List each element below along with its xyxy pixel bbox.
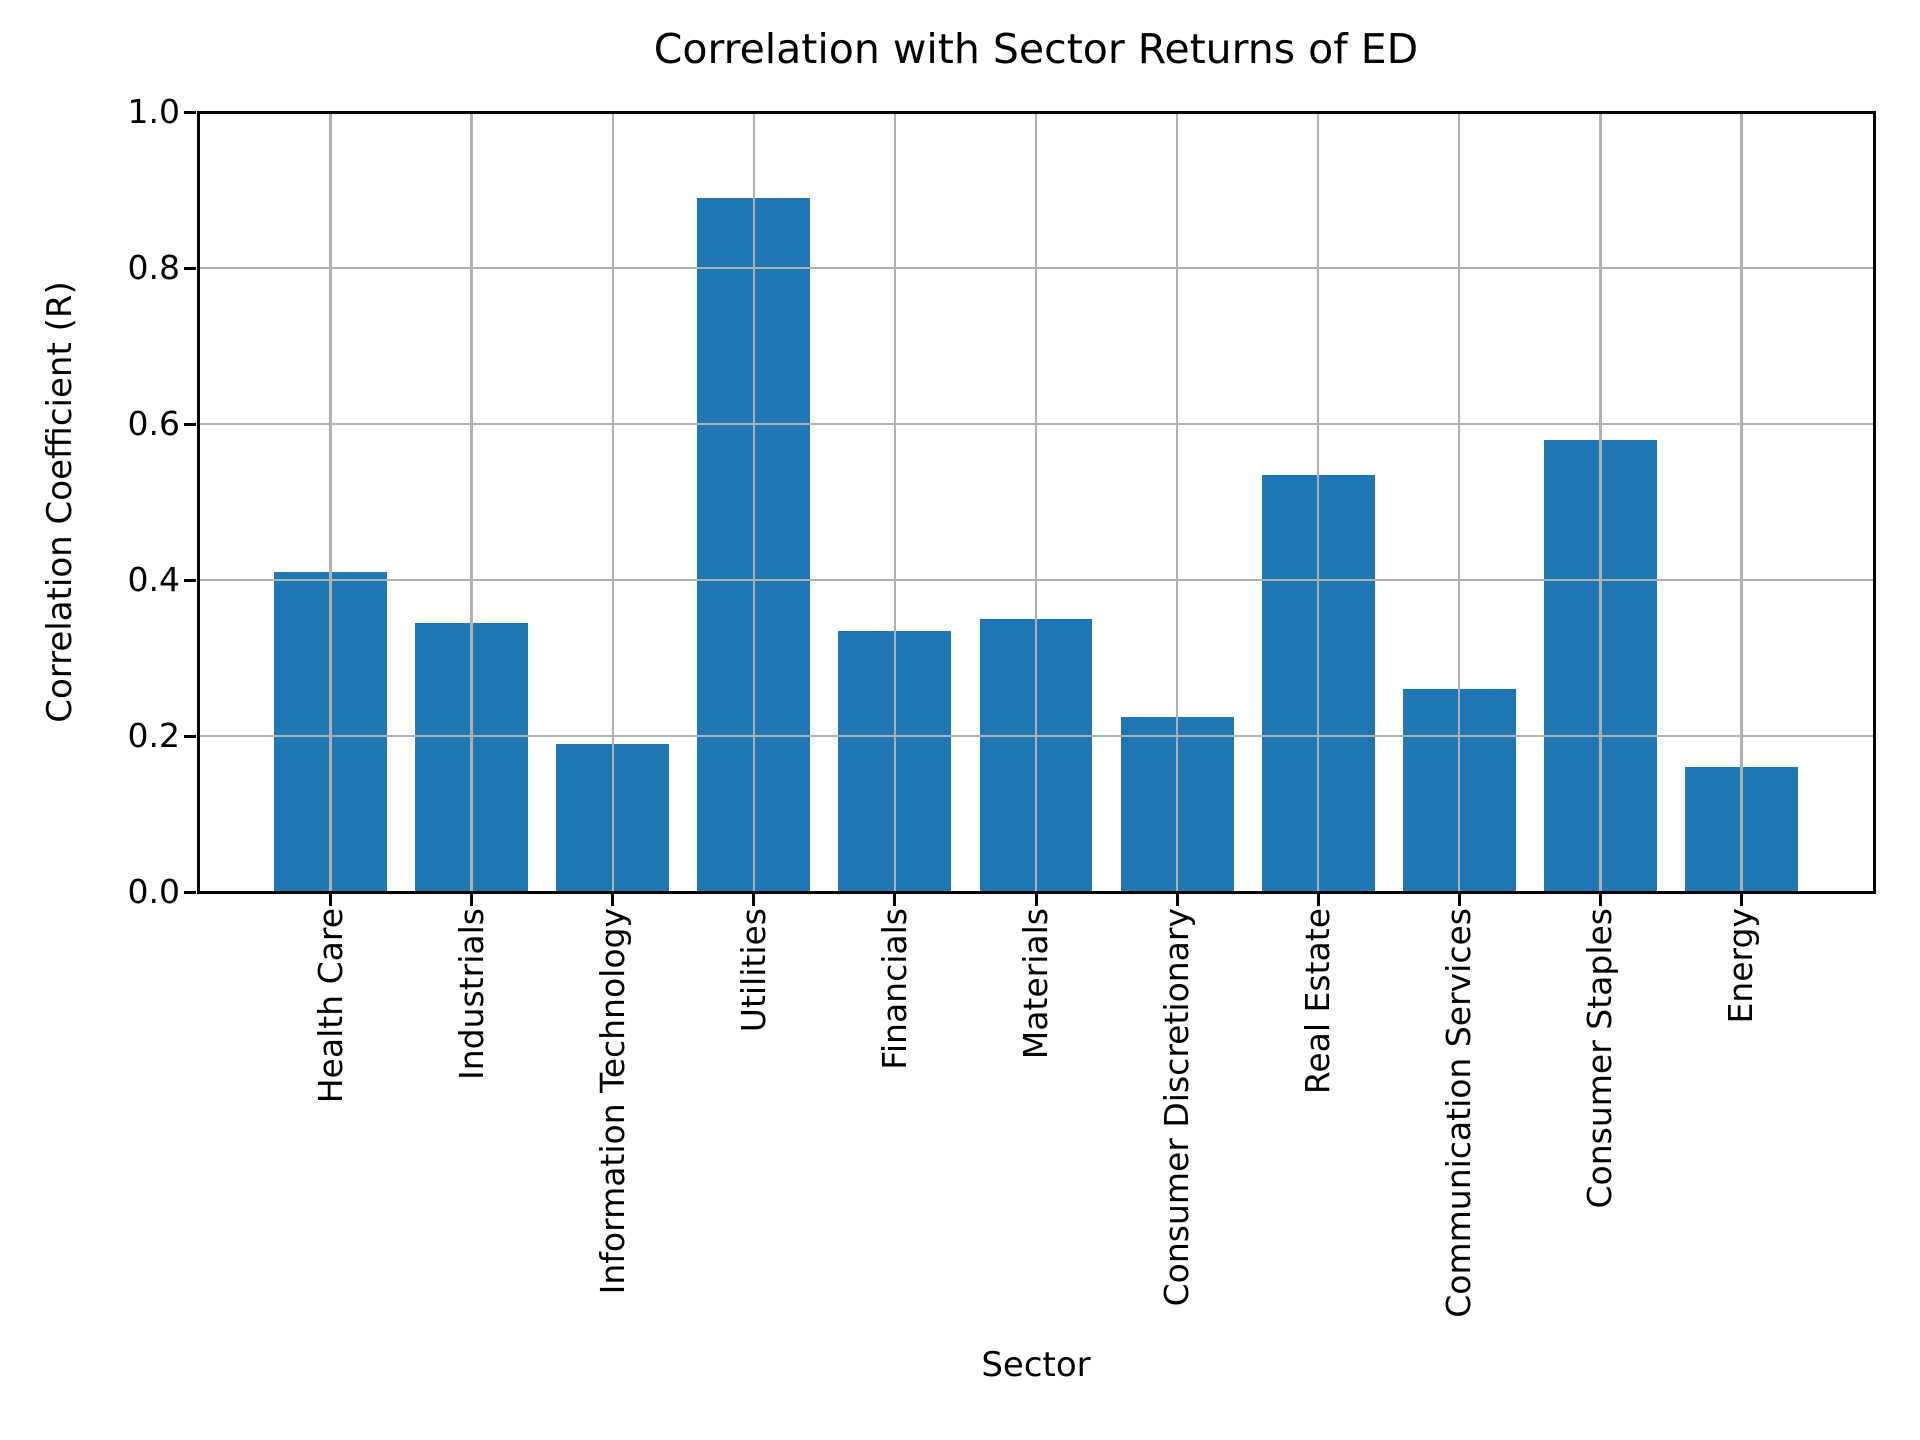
gridline-vertical [1034, 112, 1038, 892]
x-tick-mark [1598, 893, 1602, 906]
x-tick-mark [1457, 893, 1461, 906]
y-tick-mark [184, 890, 196, 894]
x-tick-label: Consumer Staples [1580, 908, 1620, 1209]
x-tick-label: Materials [1016, 908, 1055, 1060]
x-tick-mark [752, 893, 756, 906]
gridline-vertical [470, 112, 473, 892]
spine-left [196, 110, 200, 894]
gridline-vertical [1457, 112, 1461, 892]
spine-right [1872, 110, 1876, 894]
spine-bottom [196, 890, 1876, 894]
gridline-vertical [752, 112, 756, 892]
x-tick-label: Utilities [733, 908, 773, 1033]
y-tick-mark [184, 422, 196, 426]
x-tick-label: Consumer Discretionary [1157, 908, 1197, 1307]
x-tick-label: Financials [874, 908, 914, 1070]
x-tick-label: Health Care [310, 908, 350, 1104]
y-tick-label: 0.4 [127, 560, 180, 599]
gridline-vertical [1175, 112, 1179, 892]
x-tick-mark [893, 893, 897, 906]
x-tick-mark [329, 893, 333, 906]
plot-area [184, 110, 1876, 906]
chart-title: Correlation with Sector Returns of ED [653, 25, 1419, 73]
x-tick-mark [1034, 893, 1038, 906]
y-tick-mark [184, 734, 196, 738]
gridline-vertical [611, 112, 615, 892]
y-tick-label: 0.0 [127, 872, 180, 911]
gridline-vertical [1740, 112, 1743, 892]
y-tick-label: 0.8 [127, 248, 180, 287]
x-tick-mark [470, 893, 474, 906]
x-axis-label: Sector [981, 1345, 1091, 1385]
x-tick-label: Industrials [451, 908, 491, 1080]
x-tick-mark [1739, 893, 1743, 906]
x-tick-label: Information Technology [592, 908, 632, 1295]
y-axis-label: Correlation Coefficient (R) [40, 281, 80, 723]
y-tick-mark [184, 110, 196, 114]
x-tick-label: Real Estate [1298, 908, 1338, 1095]
gridline-vertical [1599, 112, 1602, 892]
y-tick-label: 0.2 [127, 716, 180, 755]
y-tick-label: 0.6 [127, 404, 180, 443]
x-tick-label: Communication Services [1439, 908, 1479, 1318]
x-tick-mark [1316, 893, 1320, 906]
x-tick-mark [611, 893, 615, 906]
y-tick-label: 1.0 [127, 92, 180, 131]
y-tick-mark [184, 578, 196, 582]
y-tick-mark [184, 266, 196, 270]
gridline-vertical [1316, 112, 1320, 892]
x-tick-mark [1175, 893, 1179, 906]
spine-top [196, 110, 1876, 114]
gridline-vertical [329, 112, 332, 892]
gridline-vertical [893, 112, 897, 892]
x-tick-label: Energy [1721, 908, 1761, 1024]
